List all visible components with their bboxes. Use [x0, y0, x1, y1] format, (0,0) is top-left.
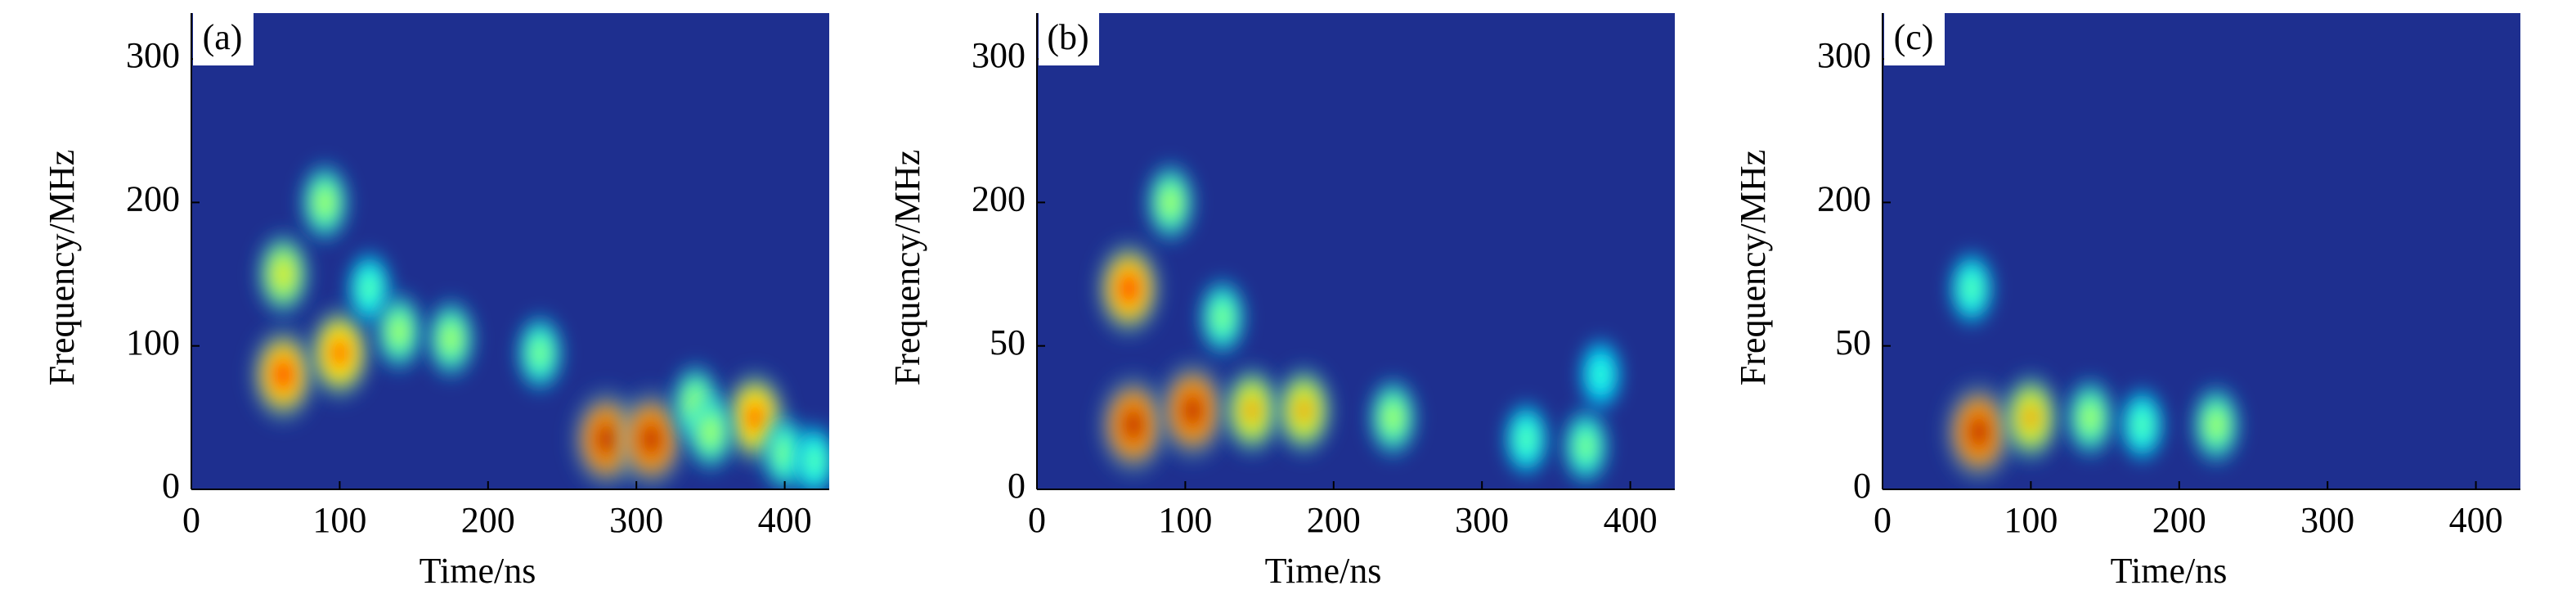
x-tick-label: 100: [2004, 500, 2058, 540]
hotspot: [1270, 360, 1338, 461]
x-tick-label: 200: [461, 500, 515, 540]
x-tick-label: 300: [1455, 500, 1509, 540]
hotspot: [1997, 367, 2065, 468]
hotspot: [2188, 380, 2246, 471]
x-tick-label: 300: [609, 500, 663, 540]
hotspot: [1558, 402, 1613, 489]
x-tick-label: 0: [1028, 500, 1046, 540]
x-axis-label: Time/ns: [2111, 551, 2228, 591]
y-tick-label: 0: [1008, 466, 1025, 506]
hotspot: [252, 227, 315, 322]
panel-label: (b): [1047, 17, 1088, 57]
hotspot: [296, 157, 354, 248]
y-tick-label: 0: [1853, 466, 1871, 506]
hotspot: [1500, 396, 1553, 482]
hotspot: [303, 300, 376, 406]
hotspot: [1945, 245, 1998, 331]
y-tick-label: 50: [1835, 322, 1871, 363]
hotspot: [1575, 333, 1626, 417]
hotspot: [2061, 372, 2119, 463]
y-tick-label: 100: [126, 322, 180, 363]
y-tick-label: 200: [972, 178, 1025, 218]
x-tick-label: 400: [1604, 500, 1658, 540]
hotspot: [1091, 235, 1166, 343]
y-tick-label: 50: [990, 322, 1025, 363]
x-axis-label: Time/ns: [420, 551, 536, 591]
panel-label: (c): [1894, 17, 1934, 57]
y-axis-label: Frequency/MHz: [1733, 150, 1773, 385]
hotspot: [1195, 273, 1250, 362]
x-tick-label: 400: [758, 500, 812, 540]
hotspot: [2116, 382, 2169, 468]
heatmap: [1091, 157, 1626, 489]
hotspot: [370, 286, 428, 377]
hotspot: [788, 417, 829, 489]
panel-label-box: [1884, 13, 1945, 65]
x-tick-label: 200: [2152, 500, 2206, 540]
hotspot: [1152, 354, 1232, 467]
x-tick-label: 0: [1874, 500, 1892, 540]
hotspot: [1364, 372, 1422, 463]
hotspot: [1093, 368, 1174, 481]
y-tick-label: 200: [126, 178, 180, 218]
panel-label-box: [193, 13, 254, 65]
heatmap: [245, 157, 829, 489]
panel-label: (a): [203, 17, 243, 57]
x-tick-label: 0: [182, 500, 200, 540]
panel-label-box: [1039, 13, 1099, 65]
hotspot: [422, 293, 480, 384]
x-axis-label: Time/ns: [1265, 551, 1382, 591]
y-tick-label: 300: [1817, 35, 1871, 75]
hotspot: [1218, 360, 1286, 461]
hotspot: [1142, 157, 1200, 248]
y-tick-label: 200: [1817, 178, 1871, 218]
x-tick-label: 300: [2300, 500, 2354, 540]
x-tick-label: 100: [1158, 500, 1212, 540]
hotspot: [512, 309, 568, 397]
x-tick-label: 200: [1307, 500, 1361, 540]
y-tick-label: 300: [972, 35, 1025, 75]
y-tick-label: 300: [126, 35, 180, 75]
y-axis-label: Frequency/MHz: [887, 150, 927, 385]
x-tick-label: 400: [2449, 500, 2503, 540]
hotspot: [681, 386, 739, 477]
y-axis-label: Frequency/MHz: [42, 150, 82, 385]
heatmap: [1939, 245, 2246, 489]
y-tick-label: 0: [162, 466, 180, 506]
x-tick-label: 100: [312, 500, 366, 540]
hotspot: [245, 321, 321, 429]
